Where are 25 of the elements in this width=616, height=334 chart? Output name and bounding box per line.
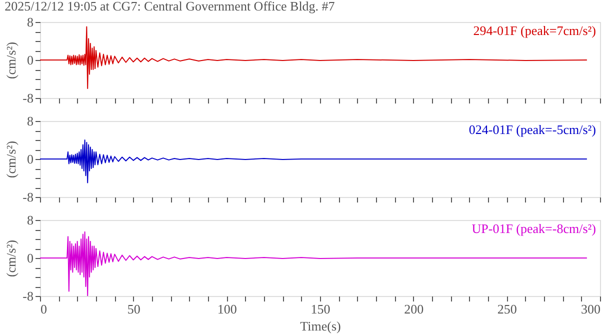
x-tick-label: 250 (497, 302, 517, 316)
y-axis-title: (cm/s²) (4, 240, 19, 278)
annotation: 294-01F (peak=7cm/s²) (473, 23, 596, 38)
chart-title: 2025/12/12 19:05 at CG7: Central Government Office Bldg. #7 (4, 0, 336, 14)
annotation: UP-01F (peak=-8cm/s²) (472, 221, 596, 236)
x-tick-label: 50 (127, 302, 140, 316)
y-tick-label: 8 (27, 114, 34, 128)
annotation: 024-01F (peak=-5cm/s²) (468, 122, 596, 137)
x-tick-label: 300 (581, 302, 600, 316)
x-tick-label: 150 (310, 302, 330, 316)
y-axis-title: (cm/s²) (4, 140, 19, 178)
y-tick-label: -8 (22, 288, 34, 304)
x-tick-label: 0 (40, 302, 47, 316)
y-tick-label: -8 (22, 190, 34, 204)
y-tick-label: 0 (27, 152, 34, 166)
y-tick-label: 0 (27, 250, 34, 266)
y-axis-title: (cm/s²) (4, 42, 19, 80)
y-tick-label: 0 (27, 52, 34, 68)
x-tick-label: 200 (404, 302, 424, 316)
y-tick-label: -8 (22, 90, 34, 106)
y-tick-label: 8 (27, 212, 34, 228)
x-axis-title: Time(s) (300, 318, 341, 334)
line-series (40, 140, 588, 184)
x-tick-label: 100 (217, 302, 237, 316)
y-tick-label: 8 (27, 14, 34, 30)
